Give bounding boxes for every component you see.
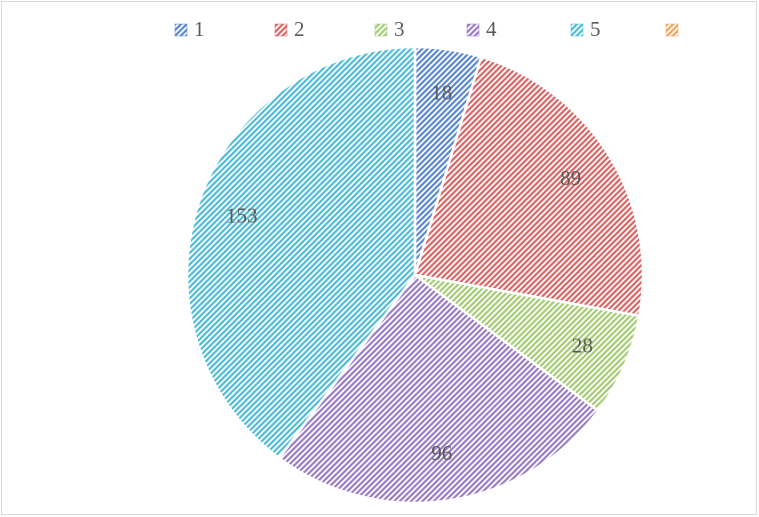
data-label: 28 bbox=[572, 333, 593, 357]
pie-slice bbox=[277, 273, 600, 505]
data-label: 153 bbox=[226, 204, 258, 228]
legend-swatch bbox=[174, 23, 188, 37]
legend-swatch bbox=[274, 23, 288, 37]
pie-slice bbox=[413, 55, 645, 318]
data-label: 89 bbox=[560, 166, 581, 190]
legend-swatch bbox=[374, 23, 388, 37]
legend-label: 5 bbox=[590, 17, 601, 41]
legend-label: 4 bbox=[486, 17, 497, 41]
legend-label: 3 bbox=[394, 17, 405, 41]
data-label: 96 bbox=[431, 441, 452, 465]
legend-label: 1 bbox=[194, 17, 205, 41]
data-label: 18 bbox=[431, 80, 452, 104]
legend-label: 2 bbox=[294, 17, 305, 41]
legend-swatch bbox=[570, 23, 584, 37]
legend-swatch bbox=[665, 23, 679, 37]
legend-swatch bbox=[466, 23, 480, 37]
pie-slice bbox=[414, 273, 641, 413]
pie-slice bbox=[185, 45, 417, 460]
